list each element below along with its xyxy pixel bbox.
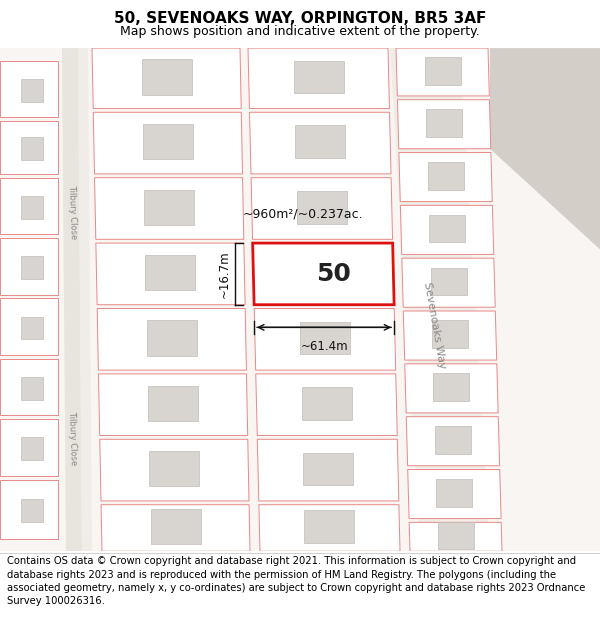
Polygon shape [259,505,400,551]
Text: Sevenoaks Way: Sevenoaks Way [422,281,448,369]
Polygon shape [405,364,498,413]
Bar [21,138,43,160]
Bar [429,215,465,242]
Polygon shape [250,112,391,174]
Bar [426,109,462,137]
Polygon shape [490,48,600,249]
Polygon shape [78,48,92,551]
Bar [142,59,191,94]
Polygon shape [248,48,389,109]
Polygon shape [0,177,58,234]
Polygon shape [256,374,397,436]
Bar [294,61,344,93]
Bar [435,426,471,454]
Bar [431,268,467,295]
Bar [21,79,43,102]
Bar [151,509,200,544]
Bar [300,322,350,354]
Polygon shape [100,439,249,501]
Polygon shape [0,419,58,476]
Polygon shape [390,48,490,551]
Bar [437,522,473,549]
Polygon shape [251,177,392,239]
Bar [148,386,198,421]
Text: ~960m²/~0.237ac.: ~960m²/~0.237ac. [242,208,363,221]
Bar [144,189,194,225]
Bar [295,126,345,158]
Bar [302,387,352,420]
Polygon shape [0,121,58,174]
Bar [147,321,197,356]
Polygon shape [403,311,497,360]
Bar [432,321,468,348]
Polygon shape [402,258,495,308]
Polygon shape [254,309,395,370]
Text: Map shows position and indicative extent of the property.: Map shows position and indicative extent… [120,24,480,38]
Polygon shape [93,112,242,174]
Polygon shape [409,522,502,551]
Polygon shape [399,152,492,202]
Polygon shape [95,177,244,239]
Bar [21,196,43,219]
Bar [21,317,43,339]
Polygon shape [400,206,494,254]
Polygon shape [62,48,82,551]
Text: Tilbury Close: Tilbury Close [67,411,77,466]
Polygon shape [397,100,491,149]
Polygon shape [92,48,241,109]
Text: 50, SEVENOAKS WAY, ORPINGTON, BR5 3AF: 50, SEVENOAKS WAY, ORPINGTON, BR5 3AF [114,11,486,26]
Polygon shape [408,469,501,519]
Polygon shape [396,48,490,96]
Text: Contains OS data © Crown copyright and database right 2021. This information is : Contains OS data © Crown copyright and d… [7,556,586,606]
Bar [425,57,461,84]
Bar [21,256,43,279]
Text: ~16.7m: ~16.7m [218,250,230,298]
Polygon shape [257,439,399,501]
Bar [143,124,193,159]
Polygon shape [98,374,248,436]
Polygon shape [0,298,58,355]
Polygon shape [97,309,247,370]
Text: 50: 50 [316,262,351,286]
Bar [297,191,347,224]
Text: ~61.4m: ~61.4m [301,340,348,353]
Text: Tilbury Close: Tilbury Close [67,184,77,239]
Bar [145,255,196,290]
Polygon shape [406,417,500,466]
Bar [149,451,199,486]
Polygon shape [101,505,250,551]
Polygon shape [253,243,394,305]
Polygon shape [0,61,58,118]
Polygon shape [96,243,245,305]
Polygon shape [0,479,58,539]
Bar [428,162,464,189]
Bar [304,511,355,543]
Polygon shape [0,359,58,416]
Bar [433,373,469,401]
Bar [436,479,472,507]
Bar [303,452,353,485]
Bar [21,377,43,399]
Bar [21,438,43,460]
Polygon shape [0,238,58,294]
Bar [21,499,43,522]
